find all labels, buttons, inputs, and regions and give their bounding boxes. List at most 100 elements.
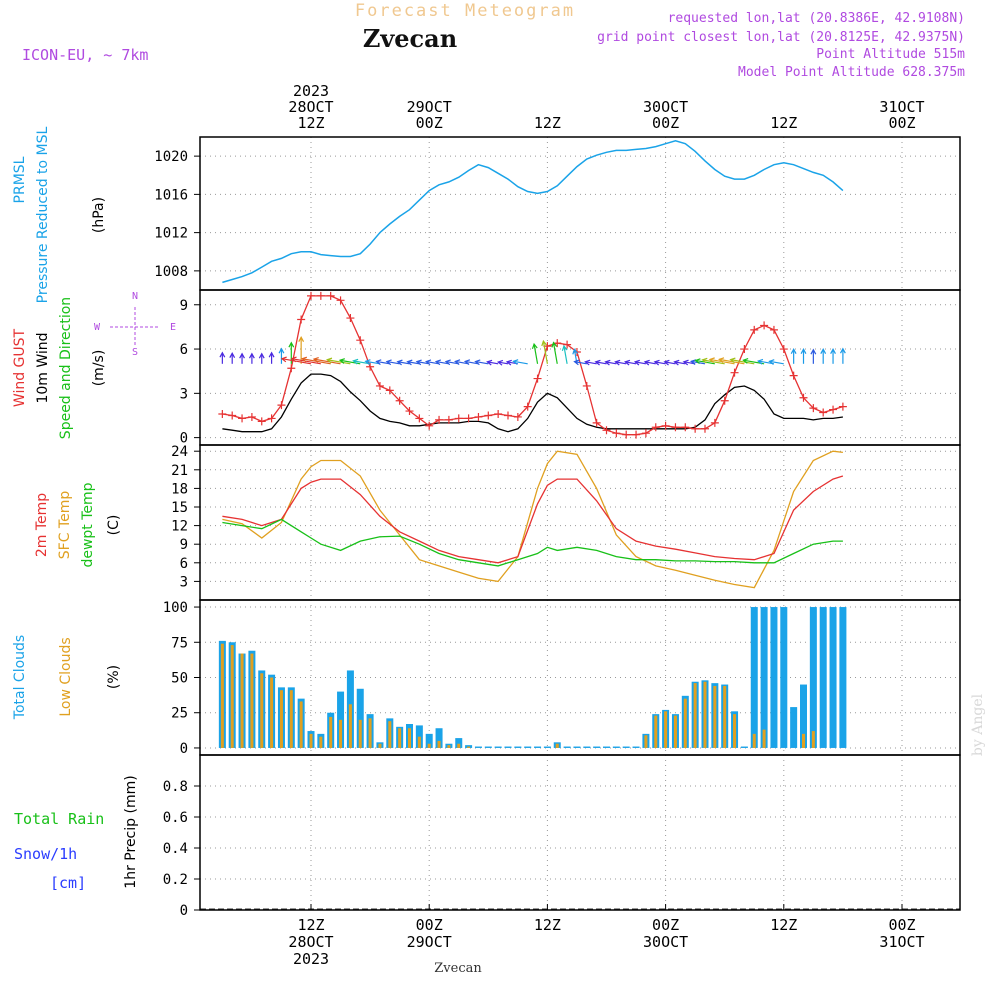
gust-marker: [612, 429, 621, 438]
y-tick-label: 0: [180, 431, 188, 447]
total-cloud-bar: [800, 684, 807, 748]
panel-frame: [199, 136, 961, 291]
low-cloud-bar: [270, 677, 274, 748]
wind-arrow-head: [312, 356, 319, 363]
low-cloud-bar: [417, 736, 421, 748]
total-cloud-bar: [583, 746, 591, 748]
compass-west: W: [94, 322, 101, 333]
model-label: ICON-EU, ~ 7km: [22, 46, 148, 64]
y-tick-label: 0: [180, 903, 188, 919]
low-cloud-bar: [339, 719, 343, 748]
low-cloud-bar: [299, 701, 303, 748]
y-tick-label: 6: [180, 556, 188, 572]
top-time-label: 12Z: [297, 114, 324, 132]
total-cloud-bar: [504, 746, 512, 748]
gust-marker: [710, 418, 719, 427]
wind-arrow-head: [810, 348, 817, 355]
wind-arrow-head: [673, 359, 680, 366]
bottom-time-label: 2023: [293, 950, 329, 968]
wind-arrow-head: [406, 359, 413, 366]
wind-direction-arrow: [386, 360, 400, 365]
wind-arrow-head: [415, 359, 422, 366]
total-cloud-bar: [494, 746, 502, 748]
gust-marker: [819, 408, 828, 417]
watermark: by Angel: [970, 693, 986, 756]
gust-marker: [307, 291, 315, 300]
wind-arrow-head: [729, 357, 736, 364]
total-cloud-bar: [809, 607, 817, 748]
low-cloud-bar: [437, 740, 441, 748]
gust-marker: [454, 414, 463, 423]
wind-speed-line: [222, 373, 843, 433]
wind-arrow-head: [385, 359, 392, 366]
gust-marker: [356, 336, 365, 345]
total-clouds-label: Total Clouds: [12, 635, 28, 720]
wind-arrow-head: [694, 358, 701, 365]
total-cloud-bar: [622, 746, 630, 748]
wind-direction-arrow: [498, 361, 509, 365]
wind-arrow-head: [682, 359, 689, 366]
y-tick-label: 18: [171, 481, 188, 497]
clouds-unit: (%): [106, 665, 122, 689]
wind-direction-arrow: [397, 361, 410, 365]
wind-arrow-head: [701, 357, 708, 364]
gust-marker: [257, 417, 266, 426]
gust-marker: [484, 411, 493, 420]
gust-marker: [701, 424, 709, 433]
temp-unit: (C): [106, 515, 122, 536]
gust-marker: [287, 364, 296, 373]
gust-marker: [444, 415, 453, 424]
snow-unit-label: [cm]: [50, 874, 86, 892]
wind-direction-arrow: [465, 360, 479, 365]
wind-direction-arrow: [552, 342, 558, 364]
top-time-label: 12Z: [770, 114, 797, 132]
wind-arrow-head: [474, 359, 481, 366]
gust-marker: [829, 405, 838, 414]
wind-arrow-head: [633, 359, 640, 366]
snow-label: Snow/1h: [14, 845, 77, 863]
wind-arrow-head: [594, 359, 601, 366]
requested-coords: requested lon,lat (20.8386E, 42.9108N): [668, 11, 965, 26]
y-tick-label: 0.2: [163, 872, 188, 888]
total-cloud-bar: [760, 607, 768, 748]
low-cloud-bar: [348, 704, 352, 748]
compass-south: S: [132, 347, 138, 358]
low-cloud-bar: [319, 736, 323, 748]
wind-gust-label: Wind GUST: [12, 328, 28, 407]
total-cloud-bar: [829, 607, 837, 748]
pressure-line: [222, 140, 844, 284]
bottom-time-label: 28OCT: [288, 933, 333, 951]
gust-marker: [622, 430, 631, 439]
footer-location: Zvecan: [434, 961, 482, 976]
gust-marker: [809, 404, 818, 413]
wind-direction-arrow: [445, 360, 459, 365]
gust-marker: [789, 371, 798, 380]
wind-arrow-head: [718, 357, 725, 363]
gust-marker: [238, 414, 247, 423]
gust-marker: [799, 393, 808, 402]
y-tick-label: 25: [171, 706, 188, 722]
low-cloud-bar: [752, 733, 756, 748]
total-cloud-bar: [356, 688, 364, 748]
gust-marker: [474, 412, 483, 421]
wind-gust-line: [222, 295, 844, 436]
gust-marker: [720, 396, 729, 405]
total-cloud-bar: [425, 733, 433, 748]
location-title: Zvecan: [363, 24, 457, 53]
low-cloud-bar: [289, 690, 293, 748]
total-cloud-bar: [790, 707, 798, 748]
wind-arrow-head: [839, 347, 846, 354]
total-cloud-bar: [603, 746, 610, 748]
bottom-time-label: 30OCT: [643, 933, 688, 951]
total-cloud-bar: [455, 738, 463, 748]
gust-marker: [415, 414, 424, 423]
y-tick-label: 3: [180, 386, 188, 402]
gust-marker: [504, 411, 512, 420]
panel-frame: [199, 754, 961, 911]
wind-direction-arrow: [291, 358, 321, 365]
total-cloud-bar: [750, 607, 758, 748]
wind-direction-arrow: [426, 360, 440, 365]
y-tick-label: 6: [180, 342, 188, 358]
wind-direction-arrow: [719, 358, 745, 365]
